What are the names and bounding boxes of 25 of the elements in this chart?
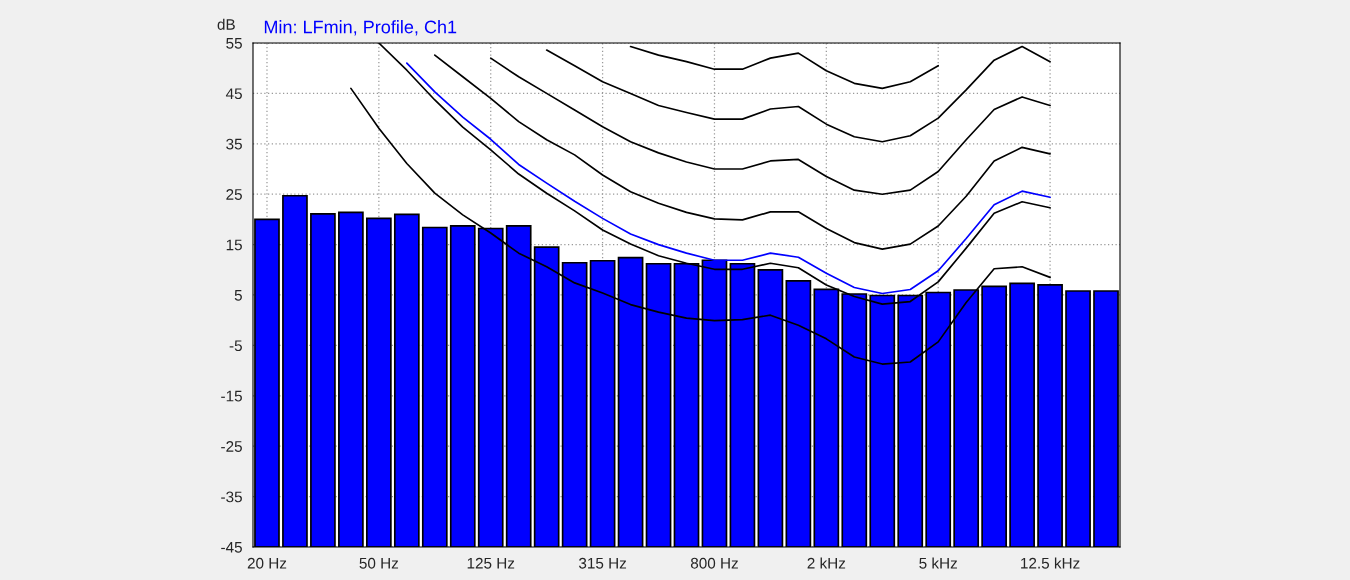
line-series: [545, 45, 1051, 143]
x-tick-label: 20 Hz: [247, 557, 287, 569]
x-tick-label: 125 Hz: [467, 557, 515, 569]
y-tick-label: 35: [226, 138, 242, 150]
x-tick-label: 800 Hz: [690, 557, 738, 569]
y-tick-label: 5: [234, 290, 242, 301]
x-tick-label: 2 kHz: [807, 557, 846, 569]
y-tick-label: -25: [221, 441, 242, 452]
line-series: [433, 54, 1051, 250]
y-tick-label: -45: [221, 542, 242, 553]
y-tick-label: 55: [226, 38, 242, 49]
x-tick-label: 12.5 kHz: [1021, 557, 1080, 569]
y-tick-label: -15: [221, 390, 242, 402]
line-series: [629, 45, 940, 90]
x-tick-label: 315 Hz: [578, 557, 627, 569]
y-axis-title: dB: [217, 18, 235, 30]
y-tick-label: 25: [226, 189, 242, 200]
y-tick-label: -35: [221, 491, 242, 503]
x-tick-label: 50 Hz: [359, 557, 399, 569]
line-series: [489, 57, 1051, 196]
y-tick-label: -5: [229, 340, 242, 352]
y-tick-label: 15: [226, 239, 242, 251]
x-tick-label: 5 kHz: [919, 557, 957, 569]
text: Min: LFmin, Profile, Ch1: [264, 20, 457, 36]
y-tick-label: 45: [225, 88, 242, 100]
